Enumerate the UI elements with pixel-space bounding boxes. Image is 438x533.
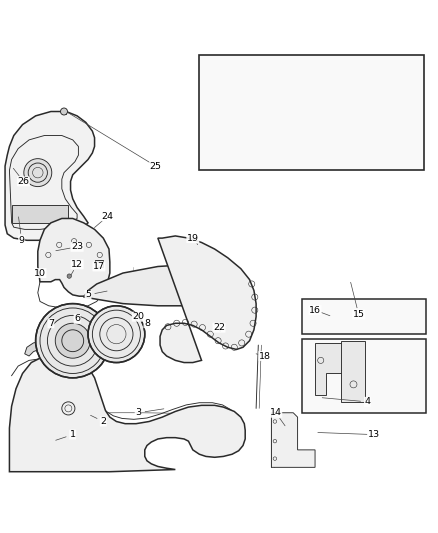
Polygon shape <box>25 338 62 356</box>
Circle shape <box>88 306 145 362</box>
Polygon shape <box>315 343 343 395</box>
Text: 1: 1 <box>70 430 76 439</box>
Text: 17: 17 <box>93 262 105 271</box>
Polygon shape <box>158 236 256 362</box>
Polygon shape <box>12 205 68 223</box>
Polygon shape <box>272 413 315 467</box>
Polygon shape <box>302 299 426 334</box>
Text: 2: 2 <box>100 417 106 426</box>
Polygon shape <box>302 338 426 413</box>
Text: 26: 26 <box>18 177 29 186</box>
Circle shape <box>55 323 90 358</box>
Text: 16: 16 <box>309 305 321 314</box>
Polygon shape <box>199 55 424 171</box>
Polygon shape <box>10 354 245 472</box>
Text: 24: 24 <box>102 212 114 221</box>
Polygon shape <box>341 341 365 402</box>
Text: 3: 3 <box>135 408 141 417</box>
Polygon shape <box>62 109 66 114</box>
Circle shape <box>35 304 110 378</box>
Circle shape <box>60 108 67 115</box>
Text: 15: 15 <box>353 310 365 319</box>
Text: 19: 19 <box>187 233 199 243</box>
Text: 10: 10 <box>34 269 46 278</box>
Text: 12: 12 <box>71 260 83 269</box>
Text: 7: 7 <box>48 319 54 328</box>
Text: 25: 25 <box>150 161 162 171</box>
Polygon shape <box>5 111 95 240</box>
Text: 14: 14 <box>270 408 282 417</box>
Text: 5: 5 <box>85 290 91 300</box>
Text: 4: 4 <box>364 397 371 406</box>
Polygon shape <box>95 260 103 266</box>
Polygon shape <box>84 264 250 306</box>
Text: 13: 13 <box>368 430 380 439</box>
Polygon shape <box>38 219 110 296</box>
Text: 8: 8 <box>144 319 150 328</box>
Text: 20: 20 <box>132 312 144 321</box>
Text: 22: 22 <box>213 323 225 332</box>
Circle shape <box>67 274 71 278</box>
Text: 6: 6 <box>74 314 80 324</box>
Circle shape <box>24 159 52 187</box>
Polygon shape <box>319 350 337 365</box>
Text: 9: 9 <box>19 236 25 245</box>
Text: 23: 23 <box>71 243 83 252</box>
Text: 18: 18 <box>259 351 271 360</box>
